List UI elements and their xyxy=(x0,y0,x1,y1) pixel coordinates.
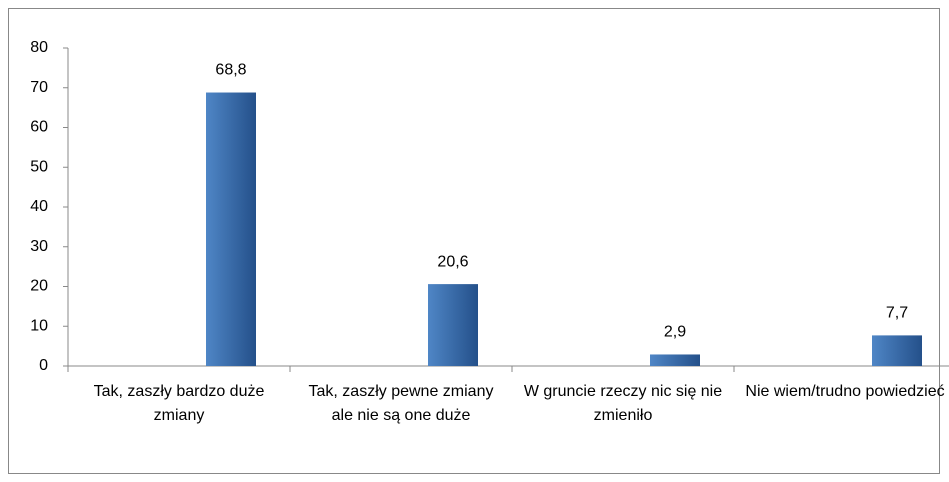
x-tick-label: W gruncie rzeczy nic się nie zmieniło xyxy=(523,383,723,424)
y-tick-label: 40 xyxy=(30,198,48,215)
x-tick-label: Tak, zaszły bardzo duże zmiany xyxy=(93,383,265,424)
bar xyxy=(206,92,256,367)
y-tick-label: 60 xyxy=(30,119,48,136)
y-tick-label: 70 xyxy=(30,79,48,96)
bar xyxy=(872,335,922,366)
y-tick-label: 50 xyxy=(30,158,48,175)
y-tick-label: 10 xyxy=(30,317,48,334)
y-tick-label: 20 xyxy=(30,278,48,295)
value-label: 68,8 xyxy=(215,62,246,79)
value-label: 2,9 xyxy=(664,324,686,341)
bar xyxy=(428,284,478,366)
y-tick-label: 30 xyxy=(30,238,48,255)
y-tick-label: 0 xyxy=(39,357,48,374)
x-tick-label: Nie wiem/trudno powiedzieć xyxy=(745,383,945,400)
value-label: 20,6 xyxy=(437,253,468,270)
value-label: 7,7 xyxy=(886,305,908,322)
chart-border xyxy=(8,8,940,474)
bar xyxy=(650,354,700,366)
x-tick-label: Tak, zaszły pewne zmiany ale nie są one … xyxy=(308,383,494,424)
y-tick-label: 80 xyxy=(30,39,48,56)
